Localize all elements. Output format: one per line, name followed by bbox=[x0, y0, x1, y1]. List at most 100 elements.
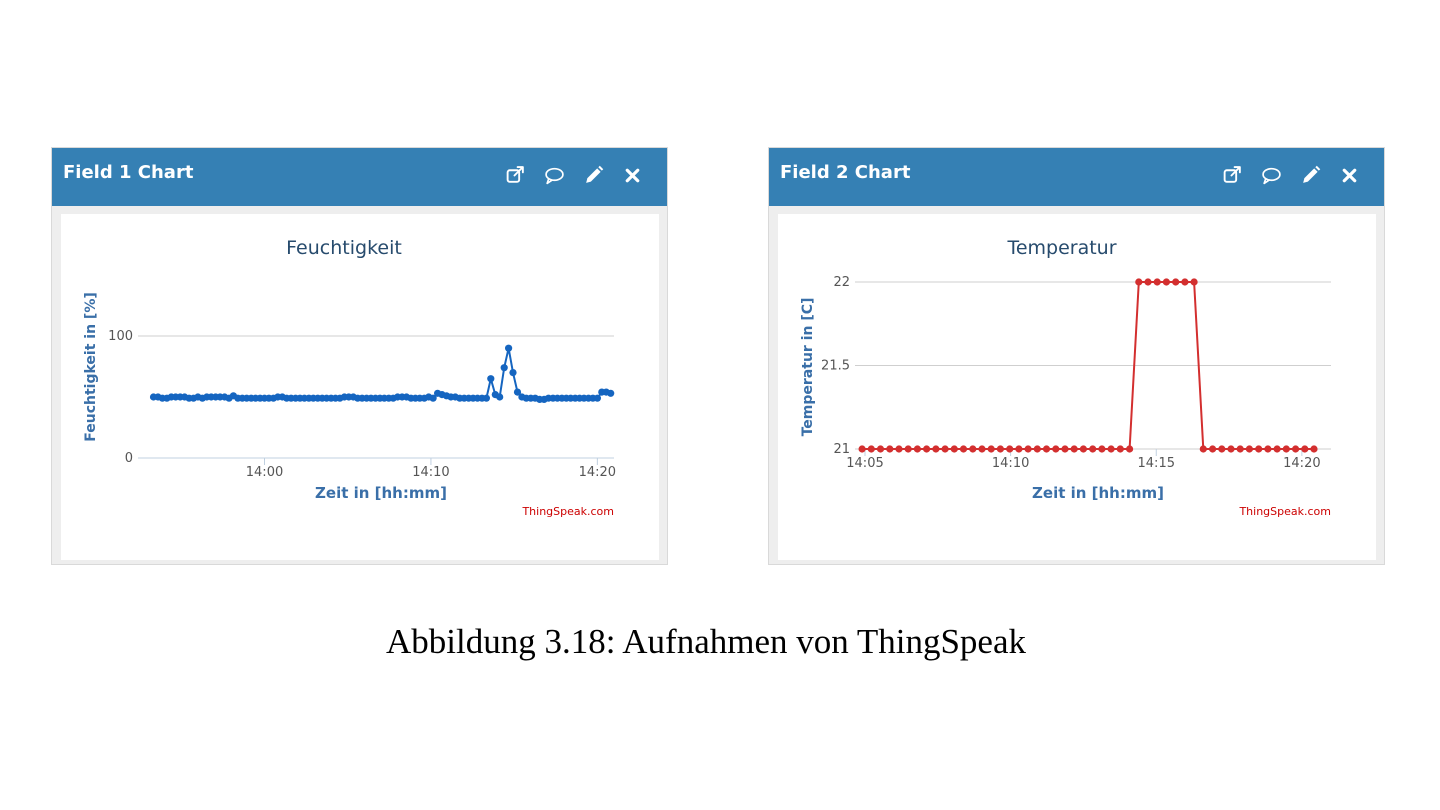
data-point bbox=[496, 393, 504, 401]
data-point bbox=[1199, 445, 1207, 453]
y-tick-label: 22 bbox=[833, 275, 850, 290]
widget-toolbar bbox=[505, 165, 643, 186]
data-point bbox=[923, 445, 931, 453]
data-point bbox=[932, 445, 940, 453]
x-tick-label: 14:10 bbox=[992, 456, 1029, 471]
data-point bbox=[1126, 445, 1134, 453]
y-axis-label: Feuchtigkeit in [%] bbox=[83, 292, 99, 442]
widget-header: Field 1 Chart bbox=[52, 148, 667, 206]
data-point bbox=[1255, 445, 1263, 453]
data-point bbox=[913, 445, 921, 453]
chart-title: Temperatur bbox=[1006, 237, 1116, 259]
data-point bbox=[1218, 445, 1226, 453]
data-point bbox=[978, 445, 986, 453]
data-point bbox=[513, 388, 522, 396]
x-tick-label: 14:10 bbox=[412, 465, 449, 480]
data-point bbox=[1144, 278, 1152, 286]
data-point bbox=[1162, 278, 1170, 286]
data-point bbox=[987, 445, 995, 453]
external-link-icon[interactable] bbox=[505, 165, 526, 186]
figure-caption: Abbildung 3.18: Aufnahmen von ThingSpeak bbox=[386, 622, 1026, 661]
data-point bbox=[1181, 278, 1189, 286]
data-point bbox=[1273, 445, 1281, 453]
chart-area: Temperatur Temperatur in [C] Zeit in [hh… bbox=[778, 214, 1376, 560]
data-point bbox=[867, 445, 875, 453]
data-point bbox=[487, 375, 495, 383]
widget-header: Field 2 Chart bbox=[769, 148, 1384, 206]
y-axis-label: Temperatur in [C] bbox=[800, 298, 816, 437]
data-point bbox=[1227, 445, 1235, 453]
widget-toolbar bbox=[1222, 165, 1360, 186]
chart-title: Feuchtigkeit bbox=[286, 237, 402, 259]
data-point bbox=[1107, 445, 1115, 453]
data-point bbox=[1098, 445, 1106, 453]
y-tick-label: 0 bbox=[125, 451, 133, 466]
data-point bbox=[1245, 445, 1253, 453]
data-point bbox=[1033, 445, 1041, 453]
data-point bbox=[1052, 445, 1060, 453]
close-icon[interactable] bbox=[622, 165, 643, 186]
x-tick-label: 14:05 bbox=[846, 456, 883, 471]
comment-icon[interactable] bbox=[1261, 165, 1282, 186]
thingspeak-credit[interactable]: ThingSpeak.com bbox=[521, 505, 614, 518]
data-point bbox=[1190, 278, 1198, 286]
data-point bbox=[996, 445, 1004, 453]
external-link-icon[interactable] bbox=[1222, 165, 1243, 186]
x-axis-label: Zeit in [hh:mm] bbox=[1032, 484, 1164, 502]
data-point bbox=[429, 394, 437, 402]
close-icon[interactable] bbox=[1339, 165, 1360, 186]
data-point bbox=[858, 445, 866, 453]
data-point bbox=[904, 445, 912, 453]
y-tick-label: 21.5 bbox=[821, 359, 850, 374]
series-line bbox=[153, 347, 611, 401]
x-tick-label: 14:00 bbox=[246, 465, 283, 480]
data-point bbox=[1024, 445, 1032, 453]
data-point bbox=[1006, 445, 1014, 453]
data-point bbox=[959, 445, 968, 453]
humidity-chart: Feuchtigkeit Feuchtigkeit in [%] Zeit in… bbox=[83, 237, 616, 518]
temperature-chart: Temperatur Temperatur in [C] Zeit in [hh… bbox=[800, 237, 1331, 518]
data-point bbox=[1282, 445, 1290, 453]
widget-title: Field 2 Chart bbox=[780, 162, 911, 183]
data-point bbox=[1042, 445, 1051, 453]
data-point bbox=[1301, 445, 1309, 453]
chart-area: Feuchtigkeit Feuchtigkeit in [%] Zeit in… bbox=[61, 214, 659, 560]
data-point bbox=[969, 445, 977, 453]
data-point bbox=[1015, 445, 1023, 453]
data-point bbox=[1070, 445, 1078, 453]
data-point bbox=[482, 394, 490, 402]
data-point bbox=[1236, 445, 1244, 453]
data-point bbox=[895, 445, 903, 453]
data-point bbox=[607, 389, 615, 397]
data-point bbox=[1172, 278, 1180, 286]
data-point bbox=[505, 344, 513, 352]
comment-icon[interactable] bbox=[544, 165, 565, 186]
data-point bbox=[886, 445, 894, 453]
field-1-chart-widget: Field 1 Chart Feuchtigkeit Feuchtigkeit … bbox=[51, 147, 668, 565]
data-point bbox=[1310, 445, 1318, 453]
widget-title: Field 1 Chart bbox=[63, 162, 194, 183]
data-point bbox=[1061, 445, 1069, 453]
y-tick-label: 21 bbox=[833, 442, 850, 457]
thingspeak-credit[interactable]: ThingSpeak.com bbox=[1238, 505, 1331, 518]
x-tick-label: 14:20 bbox=[1283, 456, 1320, 471]
x-tick-label: 14:20 bbox=[579, 465, 616, 480]
data-point bbox=[509, 369, 517, 377]
data-point bbox=[1135, 278, 1143, 286]
data-point bbox=[1209, 445, 1217, 453]
pencil-icon[interactable] bbox=[583, 165, 604, 186]
data-point bbox=[1292, 445, 1300, 453]
data-point bbox=[1264, 445, 1272, 453]
x-tick-label: 14:15 bbox=[1138, 456, 1175, 471]
data-point bbox=[593, 394, 602, 402]
data-point bbox=[1153, 278, 1161, 286]
data-point bbox=[876, 445, 885, 453]
data-point bbox=[1116, 445, 1124, 453]
data-point bbox=[941, 445, 949, 453]
data-point bbox=[1079, 445, 1087, 453]
y-tick-label: 100 bbox=[108, 329, 133, 344]
field-2-chart-widget: Field 2 Chart Temperatur Temperatur in [… bbox=[768, 147, 1385, 565]
data-point bbox=[500, 364, 508, 372]
pencil-icon[interactable] bbox=[1300, 165, 1321, 186]
x-axis-label: Zeit in [hh:mm] bbox=[315, 484, 447, 502]
